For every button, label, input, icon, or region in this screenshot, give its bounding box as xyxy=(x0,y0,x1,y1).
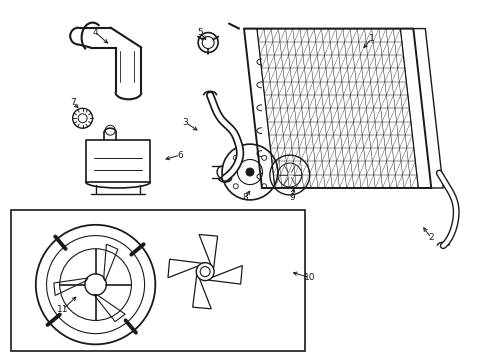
Circle shape xyxy=(246,168,254,176)
Text: 6: 6 xyxy=(177,150,183,159)
Text: 10: 10 xyxy=(304,273,316,282)
Text: 8: 8 xyxy=(242,193,248,202)
Text: 1: 1 xyxy=(368,34,374,43)
Text: 4: 4 xyxy=(93,28,98,37)
Text: 9: 9 xyxy=(289,193,294,202)
Text: 3: 3 xyxy=(182,118,188,127)
Circle shape xyxy=(196,263,214,280)
Text: 11: 11 xyxy=(57,305,69,314)
Text: 7: 7 xyxy=(70,98,75,107)
Text: 5: 5 xyxy=(197,28,203,37)
Text: 2: 2 xyxy=(428,233,434,242)
